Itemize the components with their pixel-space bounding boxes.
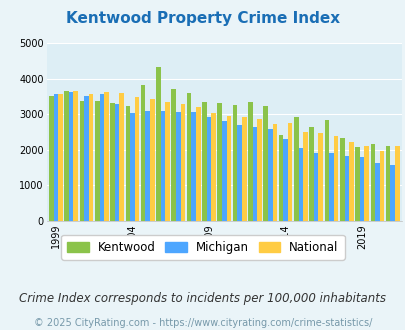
Bar	[217, 104, 222, 221]
Bar	[237, 124, 241, 221]
Text: Crime Index corresponds to incidents per 100,000 inhabitants: Crime Index corresponds to incidents per…	[19, 292, 386, 305]
Bar	[95, 101, 99, 221]
Bar	[145, 111, 150, 221]
Bar	[130, 113, 134, 221]
Bar	[309, 127, 313, 221]
Bar	[171, 88, 176, 221]
Bar	[370, 144, 374, 221]
Bar	[339, 138, 344, 221]
Bar	[390, 165, 394, 221]
Bar	[344, 156, 348, 221]
Bar	[303, 132, 307, 221]
Bar	[156, 68, 160, 221]
Bar	[84, 96, 89, 221]
Bar	[79, 101, 84, 221]
Bar	[115, 104, 119, 221]
Bar	[186, 93, 191, 221]
Bar	[119, 93, 124, 221]
Bar	[202, 102, 206, 221]
Bar	[318, 133, 322, 221]
Bar	[49, 96, 53, 221]
Bar	[165, 102, 170, 221]
Bar	[333, 136, 337, 221]
Bar	[359, 157, 364, 221]
Bar	[141, 85, 145, 221]
Bar	[263, 106, 267, 221]
Bar	[324, 120, 328, 221]
Bar	[160, 111, 165, 221]
Bar	[379, 150, 384, 221]
Bar	[226, 116, 230, 221]
Bar	[374, 163, 379, 221]
Bar	[293, 117, 298, 221]
Bar	[385, 146, 390, 221]
Bar	[394, 146, 399, 221]
Bar	[272, 124, 277, 221]
Bar	[110, 103, 115, 221]
Bar	[176, 112, 180, 221]
Text: Kentwood Property Crime Index: Kentwood Property Crime Index	[66, 11, 339, 26]
Bar	[364, 146, 368, 221]
Bar	[257, 119, 261, 221]
Bar	[313, 153, 318, 221]
Bar	[99, 94, 104, 221]
Bar	[58, 93, 63, 221]
Bar	[283, 139, 287, 221]
Bar	[278, 135, 283, 221]
Bar	[150, 99, 154, 221]
Bar	[232, 105, 237, 221]
Bar	[69, 92, 73, 221]
Bar	[267, 129, 272, 221]
Bar	[247, 102, 252, 221]
Bar	[348, 142, 353, 221]
Bar	[211, 113, 215, 221]
Bar	[180, 104, 185, 221]
Bar	[134, 97, 139, 221]
Bar	[206, 117, 211, 221]
Bar	[73, 91, 78, 221]
Bar	[53, 94, 58, 221]
Bar	[191, 112, 196, 221]
Bar	[222, 120, 226, 221]
Bar	[89, 93, 93, 221]
Legend: Kentwood, Michigan, National: Kentwood, Michigan, National	[61, 235, 344, 260]
Bar	[287, 123, 292, 221]
Bar	[196, 107, 200, 221]
Bar	[104, 92, 109, 221]
Bar	[328, 153, 333, 221]
Text: © 2025 CityRating.com - https://www.cityrating.com/crime-statistics/: © 2025 CityRating.com - https://www.city…	[34, 318, 371, 328]
Bar	[298, 148, 303, 221]
Bar	[125, 106, 130, 221]
Bar	[354, 147, 359, 221]
Bar	[252, 127, 257, 221]
Bar	[241, 117, 246, 221]
Bar	[64, 91, 69, 221]
